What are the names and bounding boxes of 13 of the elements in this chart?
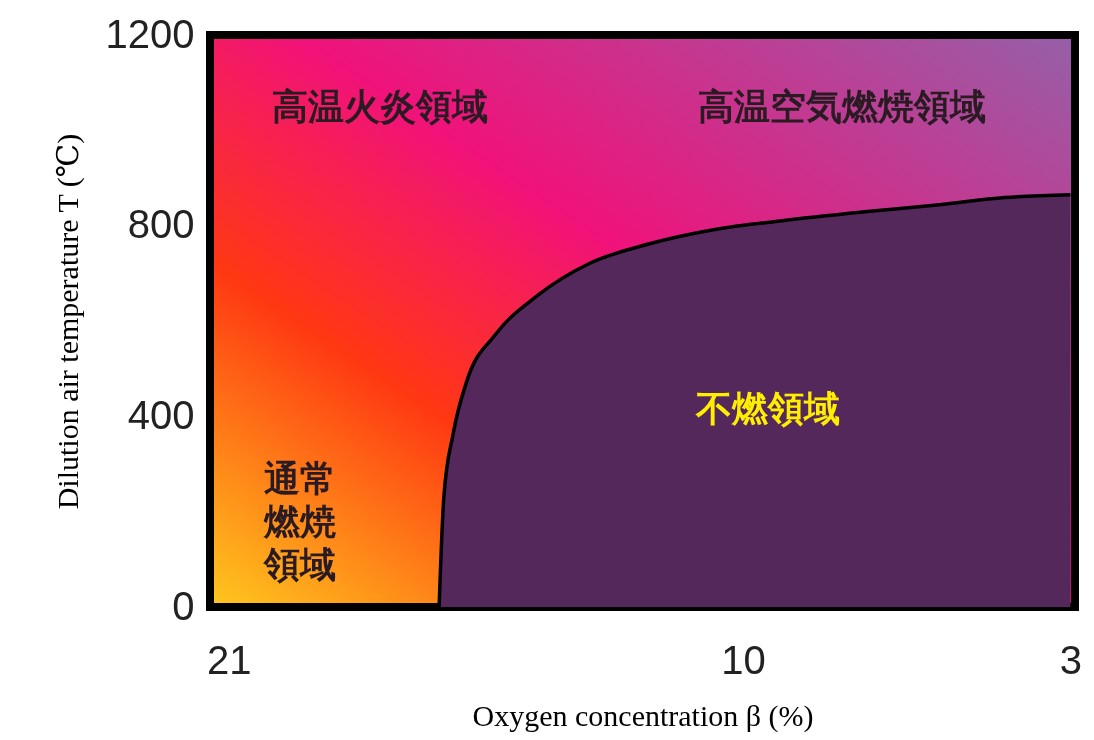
x-tick-label: 21 [206,637,252,682]
annotation: 高温空気燃焼領域 [698,86,986,127]
y-tick-label: 800 [127,202,195,247]
x-tick-label: 10 [721,637,766,682]
y-axis-title: Dilution air temperature T (℃) [50,133,85,510]
annotation: 不燃領域 [695,388,840,429]
y-tick-label: 0 [172,583,195,628]
y-tick-label: 400 [127,392,195,437]
annotation: 高温火炎領域 [272,86,488,127]
x-axis-title: Oxygen concentration β (%) [472,698,814,733]
annotation: 通常燃焼領域 [262,458,337,586]
y-tick-label: 1200 [105,11,195,56]
x-tick-label: 3 [1059,637,1082,682]
